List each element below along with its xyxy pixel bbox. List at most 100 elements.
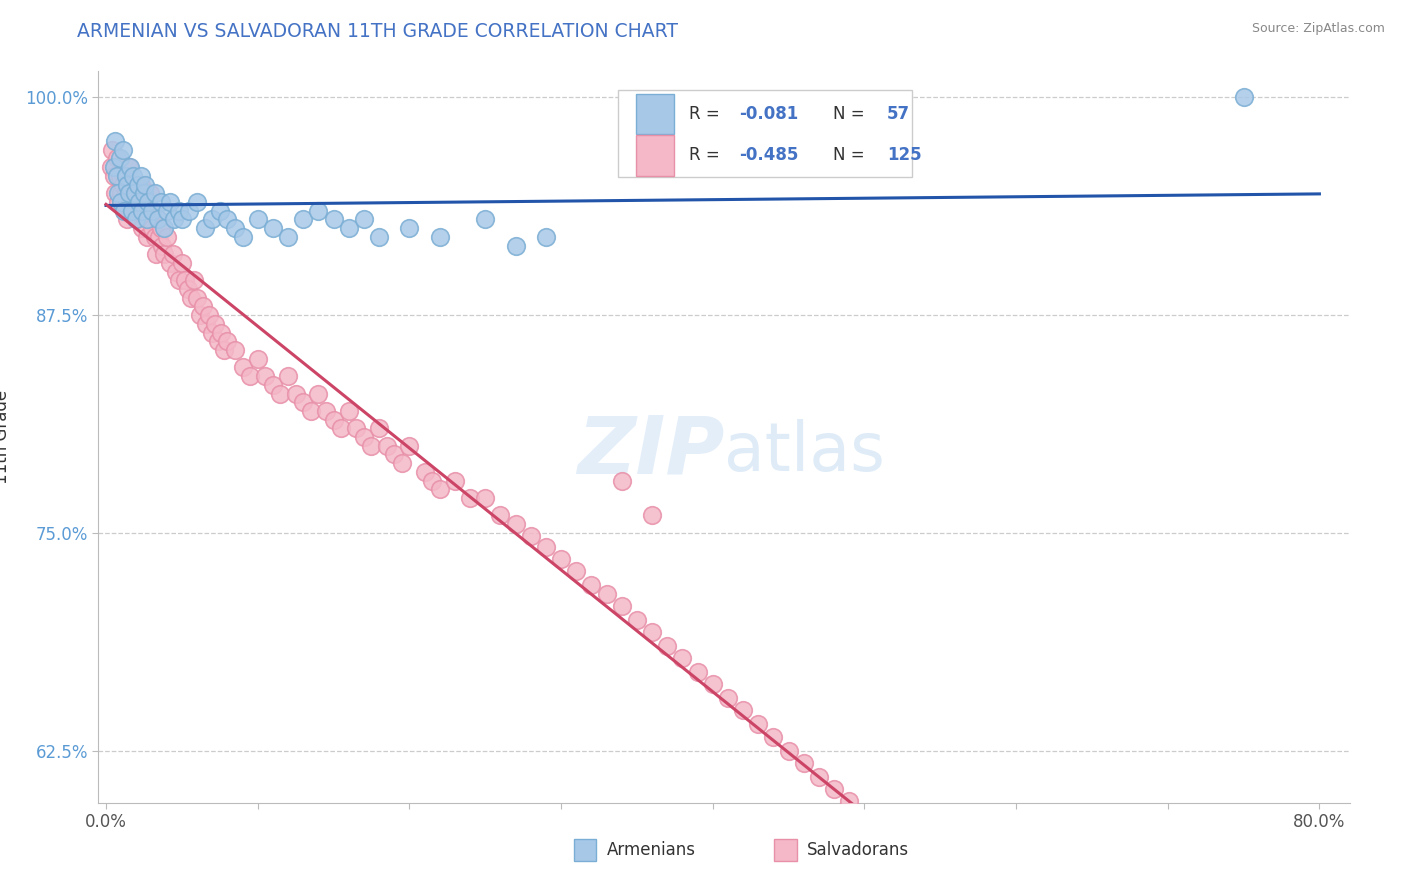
Point [375,439,398,453]
Point [127,178,149,192]
Text: ARMENIAN VS SALVADORAN 11TH GRADE CORRELATION CHART: ARMENIAN VS SALVADORAN 11TH GRADE CORREL… [77,22,678,41]
Point [246,351,269,366]
Point [793,756,815,770]
Point [214,343,236,357]
Point [122,203,145,218]
Point [429,483,451,497]
Point [641,508,664,523]
Point [156,203,179,218]
Text: 57: 57 [887,105,910,123]
Point [262,377,284,392]
Point [360,439,382,453]
Point [505,517,527,532]
Point [101,143,124,157]
Point [165,265,187,279]
Point [112,203,135,218]
Point [315,404,337,418]
Point [807,770,830,784]
Text: Salvadorans: Salvadorans [807,841,908,859]
Point [641,625,664,640]
Point [344,421,367,435]
Point [717,691,740,706]
Text: Armenians: Armenians [606,841,696,859]
Point [183,273,205,287]
Point [149,194,172,209]
Point [186,291,208,305]
Point [146,212,169,227]
Point [747,717,769,731]
Point [489,508,512,523]
Text: N =: N = [832,105,870,123]
Point [239,369,262,384]
Point [581,578,603,592]
Point [382,448,405,462]
Point [191,300,214,314]
Point [170,256,193,270]
Point [149,221,172,235]
Point [398,221,420,235]
Point [124,186,146,201]
Point [208,203,231,218]
Point [209,326,232,340]
Point [132,186,155,201]
Point [104,186,127,201]
Point [292,212,315,227]
Point [138,212,160,227]
Bar [637,95,673,135]
Point [112,203,135,218]
Y-axis label: 11th Grade: 11th Grade [0,390,11,484]
Point [170,212,193,227]
Point [224,343,246,357]
Point [124,186,146,201]
Point [731,704,754,718]
Point [115,178,138,192]
Point [177,282,200,296]
Point [207,334,229,349]
Point [914,860,936,874]
Point [103,160,125,174]
Point [108,169,131,183]
Text: ZIP: ZIP [576,413,724,491]
Point [299,404,322,418]
Point [114,169,136,183]
Point [474,491,496,505]
Point [595,587,617,601]
Point [534,229,557,244]
Point [167,273,190,287]
Point [163,212,186,227]
Point [474,212,496,227]
Point [134,178,156,192]
Point [353,212,375,227]
Point [254,369,277,384]
Point [111,178,134,192]
Point [107,186,129,201]
Point [505,238,527,252]
Point [118,186,141,201]
Point [458,491,481,505]
Point [131,203,153,218]
Point [188,308,211,322]
Point [143,186,166,201]
Point [162,247,184,261]
Point [420,474,443,488]
Point [139,186,162,201]
Bar [637,136,673,176]
Point [337,404,360,418]
Point [159,194,181,209]
Point [762,730,785,744]
Point [179,203,201,218]
Point [838,794,860,808]
Point [104,134,127,148]
Point [246,212,269,227]
Point [204,317,226,331]
Point [519,529,541,543]
Point [550,552,572,566]
Point [103,169,125,183]
Point [143,229,166,244]
Point [284,386,307,401]
Point [277,369,299,384]
Point [869,822,891,836]
Bar [617,90,911,178]
Text: N =: N = [832,146,870,164]
Point [121,203,143,218]
